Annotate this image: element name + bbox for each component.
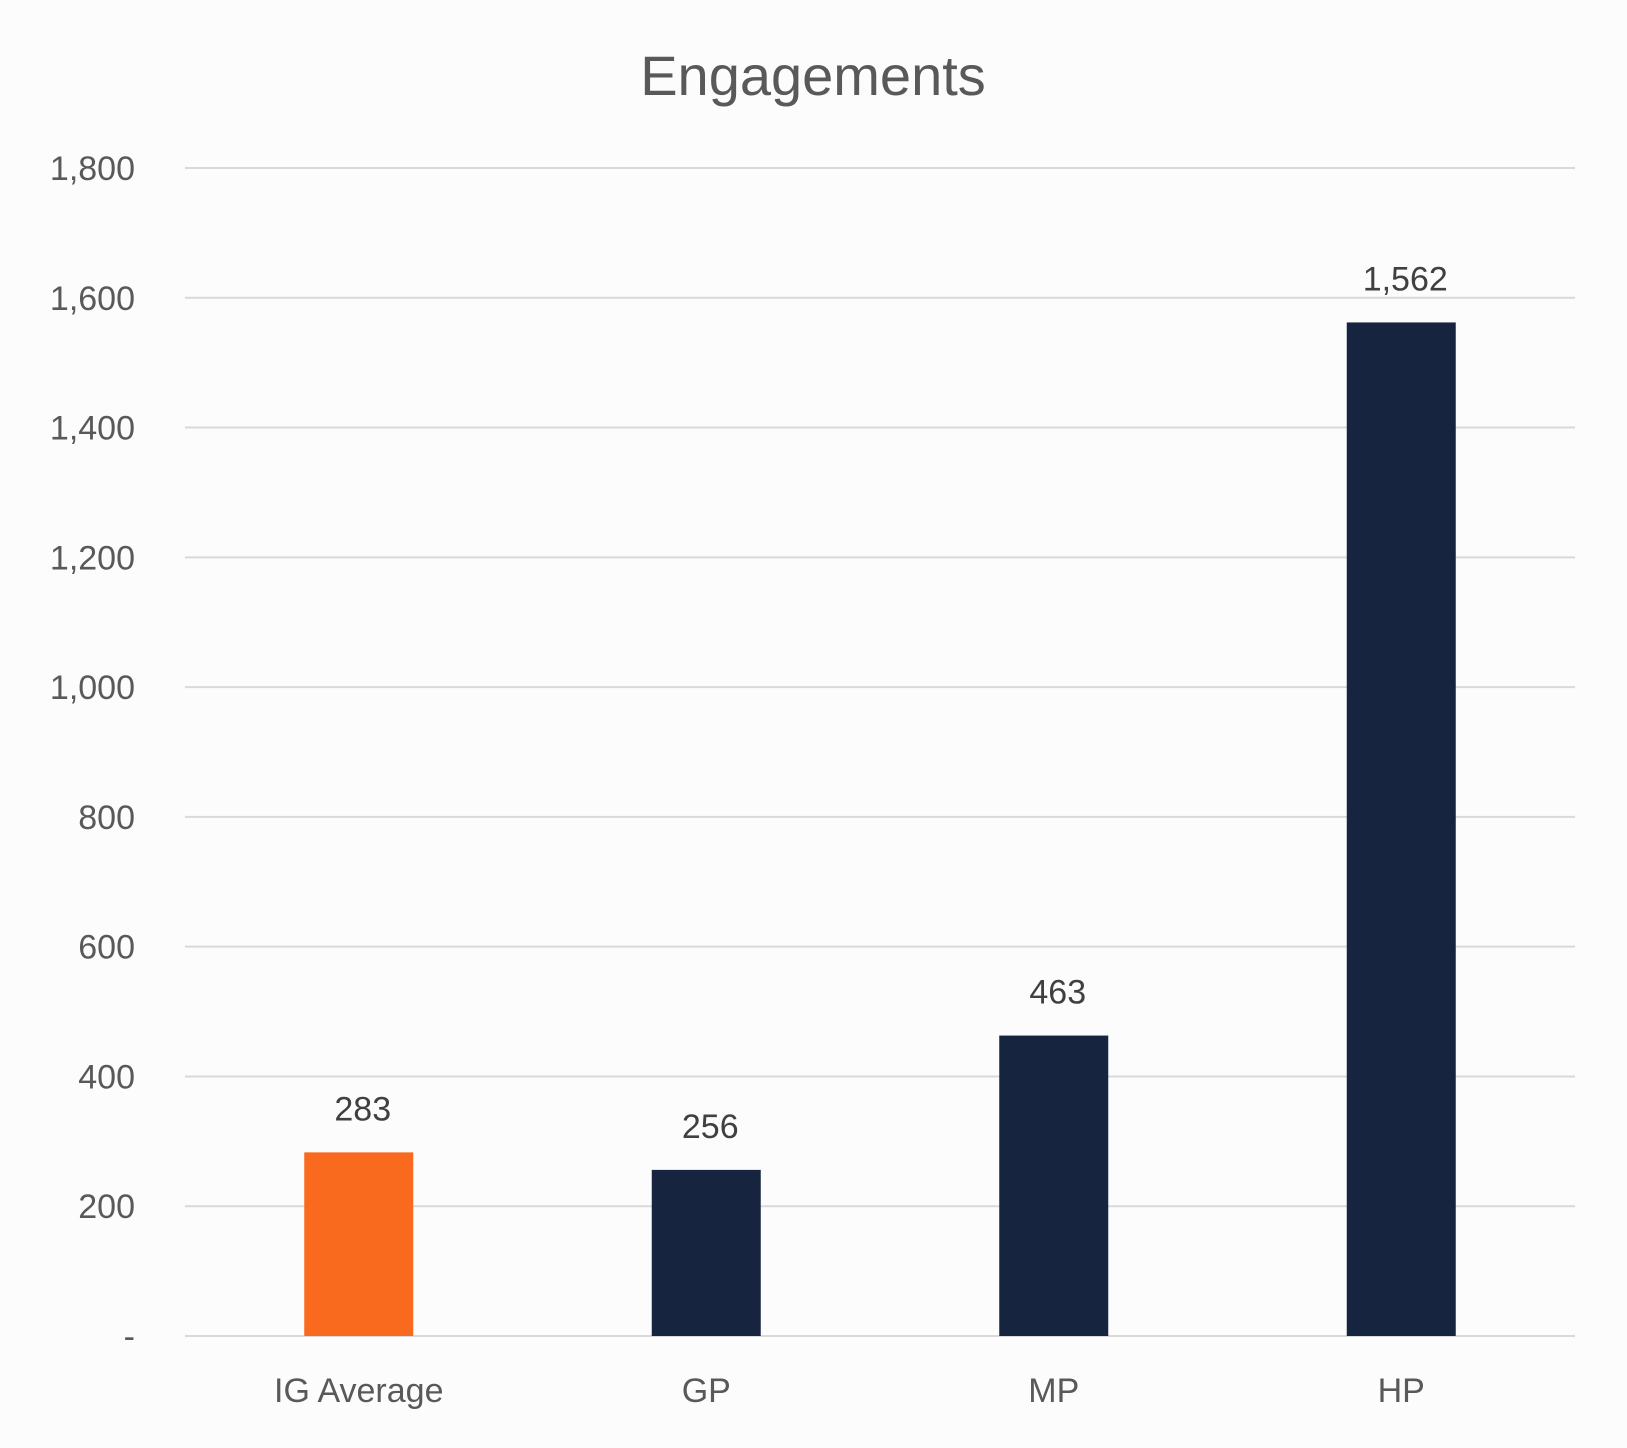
- y-tick-label: 600: [78, 929, 135, 967]
- category-label: MP: [1028, 1372, 1079, 1410]
- y-tick-label: 200: [78, 1188, 135, 1226]
- y-tick-label: 1,400: [50, 410, 135, 448]
- data-label: 283: [334, 1090, 391, 1128]
- chart-title: Engagements: [640, 44, 986, 107]
- y-tick-label: 1,600: [50, 280, 135, 318]
- y-tick-label: 800: [78, 799, 135, 837]
- y-tick-label: 1,800: [50, 150, 135, 188]
- y-axis-tick-labels: - 200 400 600 800 1,000 1,200 1,400 1,600 1,800: [50, 150, 135, 1356]
- gridlines: [185, 167, 1575, 1337]
- data-label: 463: [1029, 974, 1086, 1012]
- bar-ig-average: [304, 1152, 414, 1336]
- data-label: 1,562: [1363, 260, 1448, 298]
- x-axis-category-labels: IG Average GP MP HP: [274, 1372, 1425, 1410]
- data-label: 256: [682, 1108, 739, 1146]
- bar-gp: [651, 1169, 761, 1336]
- y-tick-label: 400: [78, 1058, 135, 1096]
- bar-hp: [1346, 322, 1456, 1336]
- bar-mp: [999, 1035, 1109, 1336]
- data-labels: 283 256 463 1,562: [334, 260, 1447, 1145]
- y-tick-label: 1,200: [50, 539, 135, 577]
- category-label: GP: [682, 1372, 731, 1410]
- category-label: HP: [1378, 1372, 1425, 1410]
- category-label: IG Average: [274, 1372, 444, 1410]
- y-tick-label: 1,000: [50, 669, 135, 707]
- bars: [304, 322, 1456, 1336]
- y-tick-label: -: [124, 1318, 135, 1356]
